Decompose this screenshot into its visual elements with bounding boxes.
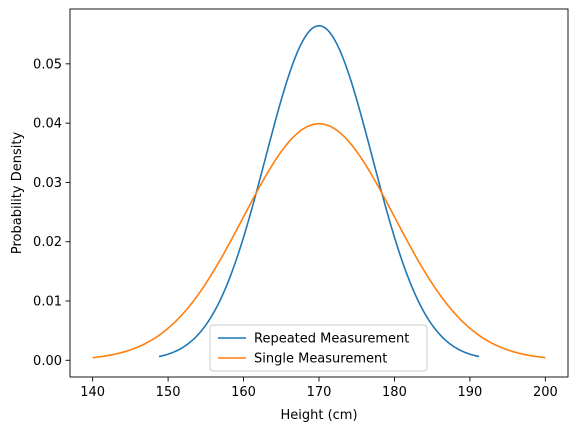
legend-label: Repeated Measurement (254, 332, 409, 347)
x-tick-label: 190 (457, 385, 482, 400)
x-tick-label: 160 (231, 385, 256, 400)
y-tick-label: 0.04 (33, 117, 62, 132)
y-tick-label: 0.02 (33, 235, 62, 250)
y-tick-label: 0.03 (33, 176, 62, 191)
y-tick-label: 0.00 (33, 354, 62, 369)
y-tick-label: 0.01 (33, 294, 62, 309)
y-tick-label: 0.05 (33, 57, 62, 72)
legend: Repeated Measurement Single Measurement (209, 324, 428, 372)
x-tick-label: 200 (533, 385, 558, 400)
legend-box (209, 324, 428, 372)
legend-label: Single Measurement (254, 352, 387, 367)
x-axis: 140 150 160 170 180 190 200 (80, 377, 558, 400)
y-axis-label: Probability Density (10, 132, 25, 255)
x-tick-label: 140 (80, 385, 105, 400)
x-tick-label: 150 (156, 385, 181, 400)
x-tick-label: 180 (382, 385, 407, 400)
series-line-repeated-measurement (158, 24, 480, 358)
x-axis-label: Height (cm) (280, 408, 357, 423)
plot-lines (92, 24, 546, 359)
y-axis: 0.00 0.01 0.02 0.03 0.04 0.05 (33, 57, 70, 369)
series-line-single-measurement (92, 122, 546, 359)
x-tick-label: 170 (307, 385, 332, 400)
